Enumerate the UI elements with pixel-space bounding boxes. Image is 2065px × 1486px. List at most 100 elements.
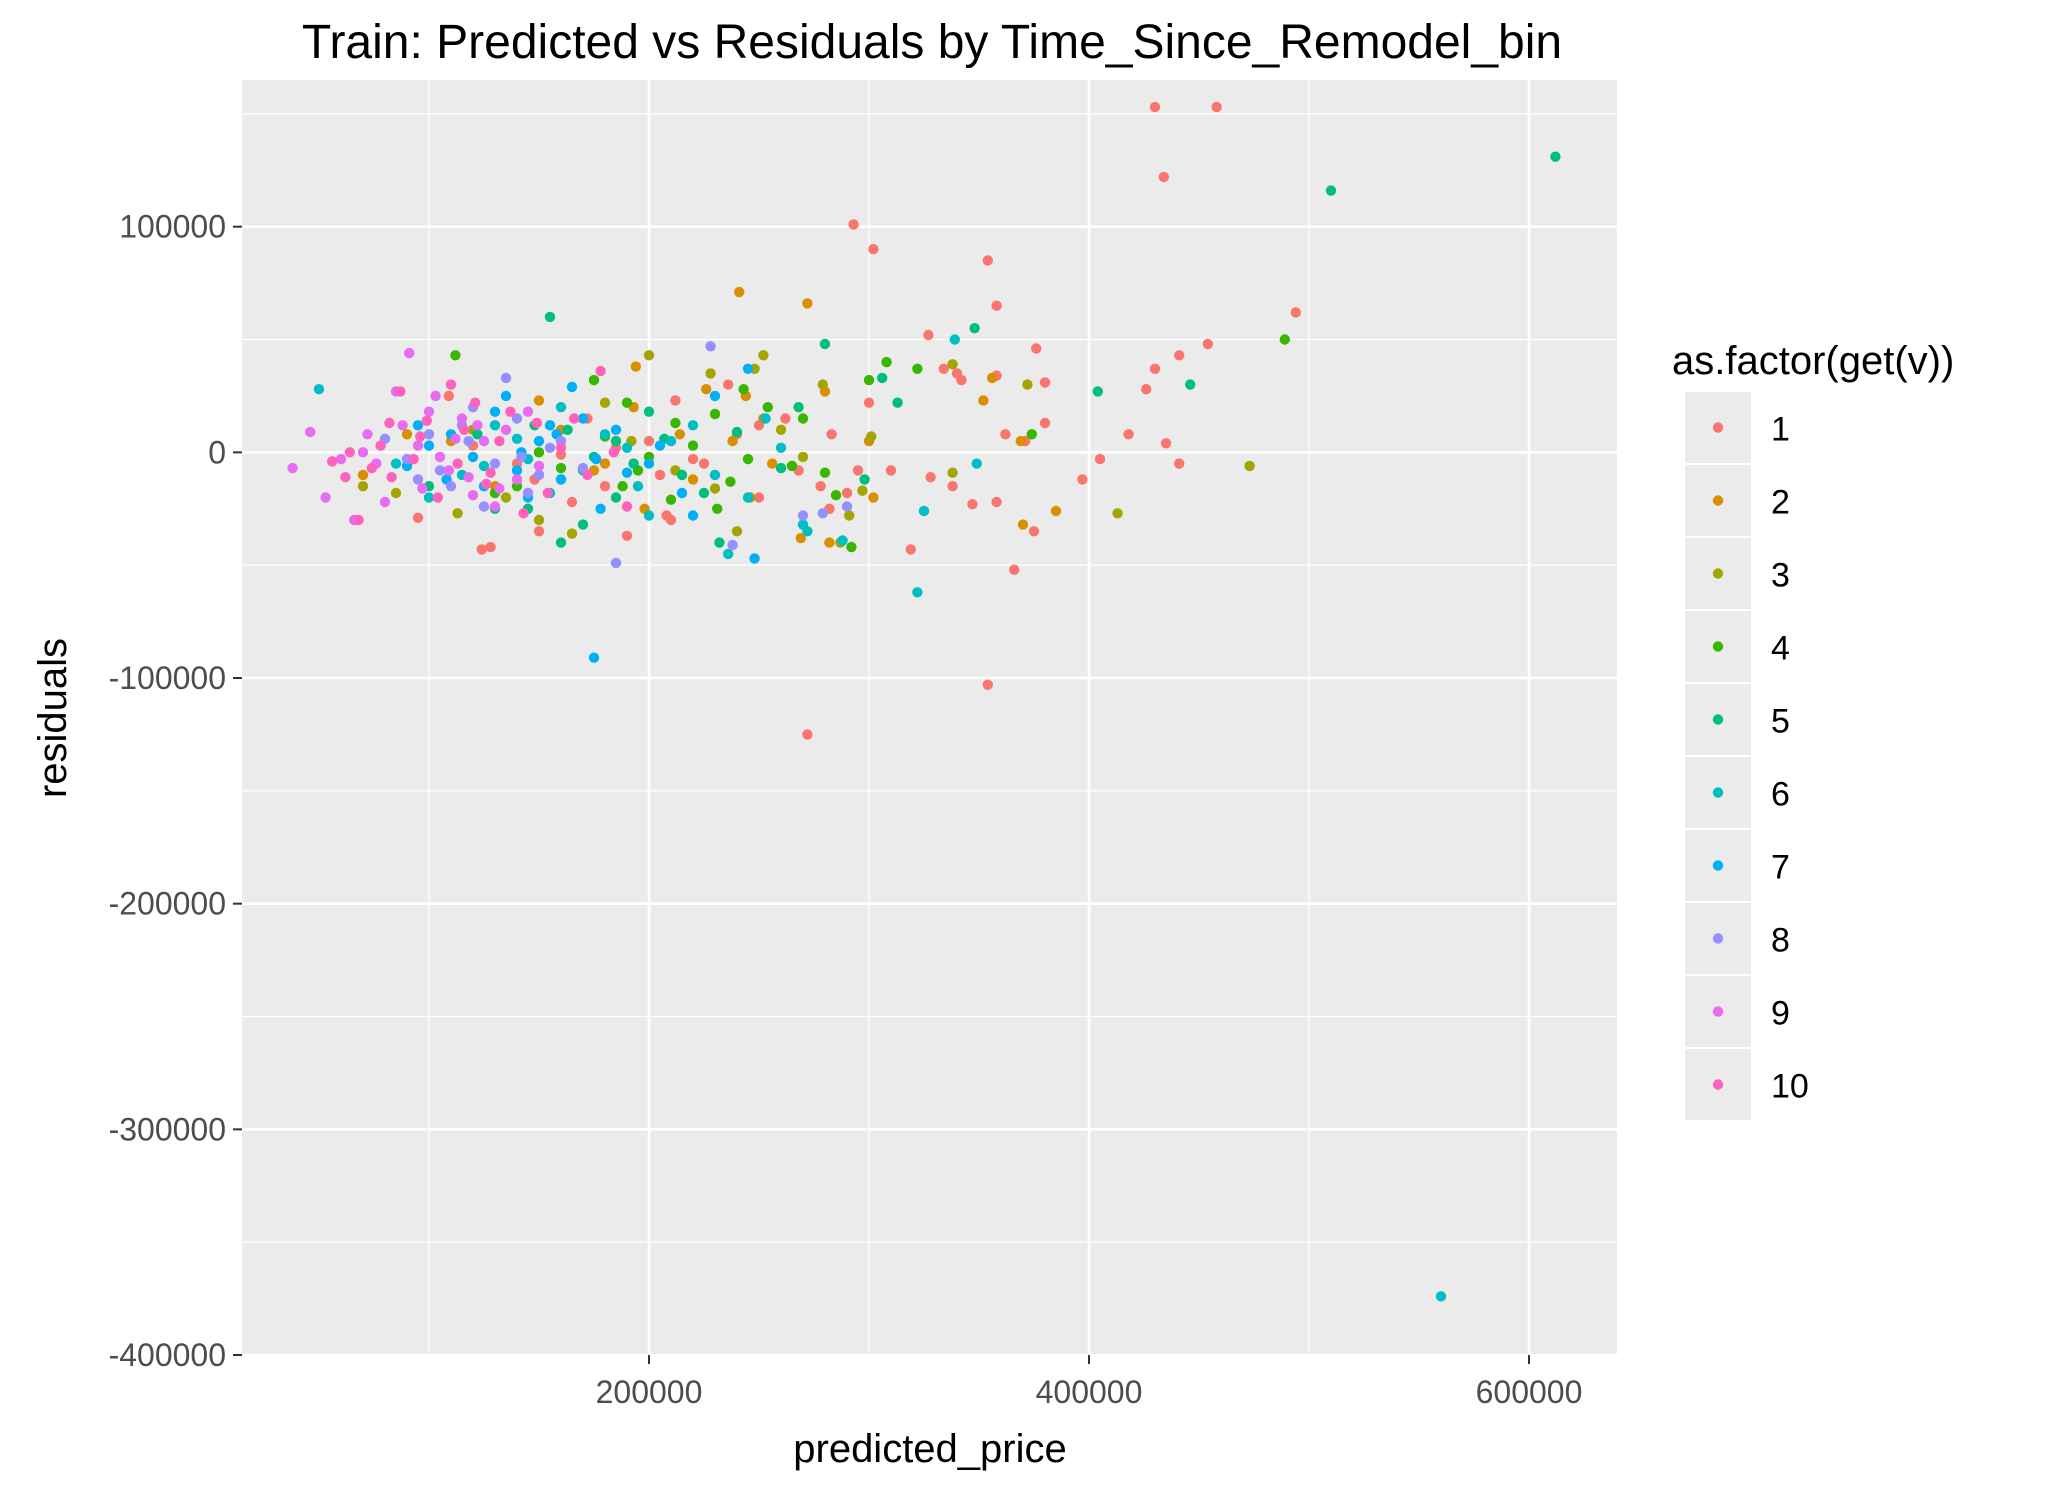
data-point	[956, 374, 967, 386]
legend-label: 9	[1771, 995, 1790, 1033]
data-point	[987, 372, 998, 384]
data-point	[412, 512, 424, 523]
x-tick-label: 600000	[1476, 1374, 1583, 1410]
data-point	[397, 420, 408, 431]
data-point	[599, 397, 611, 408]
data-point	[445, 481, 457, 492]
data-point	[767, 458, 778, 469]
data-point	[712, 503, 723, 514]
data-point	[412, 440, 424, 451]
data-point	[731, 526, 743, 537]
data-point	[852, 465, 864, 476]
data-point	[478, 501, 490, 512]
data-point	[511, 413, 523, 424]
series-10	[327, 365, 633, 526]
data-point	[577, 413, 589, 424]
data-point	[366, 462, 377, 474]
data-point	[1123, 429, 1134, 440]
data-point	[320, 492, 331, 503]
legend-label: 4	[1771, 630, 1790, 668]
data-point	[1017, 519, 1029, 530]
data-point	[1031, 343, 1042, 354]
data-point	[621, 530, 633, 541]
data-point	[357, 447, 369, 458]
data-point	[478, 460, 490, 472]
data-point	[824, 537, 835, 548]
data-point	[588, 652, 600, 663]
data-point	[698, 487, 710, 499]
data-point	[857, 485, 868, 496]
legend-label: 6	[1771, 776, 1790, 814]
data-point	[608, 447, 619, 458]
data-point	[395, 386, 406, 397]
legend: as.factor(get(v)) 1 2 3 4 5 6 7 8 9 10	[1672, 339, 1954, 1120]
data-point	[841, 501, 853, 512]
data-point	[670, 417, 681, 429]
data-point	[866, 431, 877, 442]
legend-swatch	[1712, 933, 1724, 944]
data-point	[472, 429, 483, 440]
data-point	[599, 458, 611, 469]
data-point	[511, 474, 523, 485]
data-point	[617, 481, 628, 492]
data-point	[643, 350, 655, 361]
data-point	[544, 420, 556, 431]
data-point	[797, 451, 809, 463]
data-point	[709, 390, 721, 402]
data-point	[665, 514, 677, 526]
x-tick-label: 200000	[596, 1374, 703, 1410]
legend-items: 1 2 3 4 5 6 7 8 9 10	[1685, 392, 1809, 1120]
data-point	[610, 424, 622, 435]
data-point	[1290, 307, 1302, 318]
data-point	[610, 557, 622, 569]
data-point	[775, 442, 787, 453]
data-point	[665, 435, 677, 447]
data-point	[793, 402, 804, 413]
data-point	[701, 384, 712, 395]
data-point	[802, 298, 813, 309]
data-point	[476, 544, 487, 555]
data-point	[947, 467, 958, 478]
data-point	[423, 440, 435, 451]
data-point	[533, 395, 545, 406]
y-tick-label: -400000	[109, 1337, 226, 1373]
data-point	[687, 474, 699, 485]
legend-label: 2	[1771, 484, 1790, 522]
data-point	[511, 465, 523, 476]
data-point	[362, 429, 373, 440]
data-point	[404, 347, 415, 359]
data-point	[1141, 384, 1152, 395]
data-point	[533, 447, 545, 458]
data-point	[802, 729, 813, 740]
data-point	[412, 420, 424, 431]
data-point	[450, 433, 461, 444]
data-point	[467, 490, 479, 501]
x-axis-title: predicted_price	[793, 1427, 1067, 1471]
series-6	[313, 334, 1447, 1302]
data-point	[991, 300, 1002, 311]
data-point	[643, 406, 655, 417]
data-point	[555, 474, 567, 485]
data-point	[687, 440, 699, 451]
data-point	[421, 415, 432, 426]
data-point	[412, 474, 424, 485]
data-point	[632, 481, 644, 492]
data-point	[555, 537, 567, 548]
x-axis: 200000 400000 600000	[596, 1355, 1583, 1410]
data-point	[760, 413, 771, 424]
data-point	[923, 329, 934, 341]
data-point	[577, 519, 589, 530]
data-point	[868, 244, 879, 255]
data-point	[357, 481, 369, 492]
data-point	[674, 429, 685, 440]
data-point	[892, 397, 903, 408]
data-point	[705, 341, 716, 352]
data-point	[470, 397, 481, 408]
legend-swatch	[1712, 422, 1724, 433]
data-point	[1185, 379, 1196, 390]
series-9	[287, 347, 545, 526]
data-point	[555, 442, 567, 453]
data-point	[1094, 453, 1106, 465]
